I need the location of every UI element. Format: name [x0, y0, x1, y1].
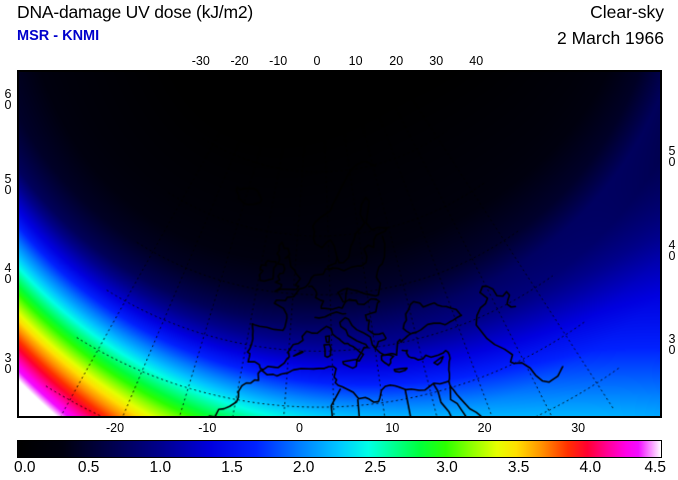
colorbar-gradient [17, 440, 662, 458]
tick-top-neg30: -30 [191, 54, 210, 68]
axis-left: 60 50 40 30 [0, 70, 17, 418]
colorbar-area: 0.0 0.5 1.0 1.5 2.0 2.5 3.0 3.5 4.0 4.5 [14, 440, 666, 478]
map-frame [17, 70, 662, 418]
tick-bottom-10: 10 [385, 421, 400, 435]
colorbar-ticks: 0.0 0.5 1.0 1.5 2.0 2.5 3.0 3.5 4.0 4.5 [14, 459, 666, 478]
axis-top: -30 -20 -10 0 10 20 30 40 [17, 54, 662, 70]
tick-top-10: 10 [348, 54, 363, 68]
tick-top-0: 0 [313, 54, 321, 68]
tick-top-neg10: -10 [269, 54, 288, 68]
tick-left-50: 50 [1, 171, 15, 194]
tick-bottom-neg10: -10 [198, 421, 217, 435]
map-plot-area [17, 70, 662, 418]
colorbar-tick-4p0: 4.0 [579, 459, 602, 476]
uv-dose-heatmap [19, 72, 660, 416]
axis-right: 50 40 30 [662, 70, 678, 418]
date-label: 2 March 1966 [556, 28, 664, 48]
tick-right-30: 30 [665, 331, 678, 354]
tick-bottom-0: 0 [296, 421, 303, 435]
tick-left-40: 40 [1, 260, 15, 283]
tick-top-30: 30 [429, 54, 444, 68]
tick-top-40: 40 [469, 54, 484, 68]
colorbar-tick-0p5: 0.5 [77, 459, 100, 476]
sky-condition-label: Clear-sky [590, 2, 664, 22]
colorbar-tick-3p5: 3.5 [507, 459, 530, 476]
agency-label: MSR - KNMI [17, 28, 100, 44]
axis-bottom: -20 -10 0 10 20 30 [17, 420, 662, 438]
colorbar-tick-4p5: 4.5 [644, 459, 666, 476]
tick-bottom-30: 30 [571, 421, 586, 435]
tick-right-40: 40 [665, 237, 678, 260]
chart-header: DNA-damage UV dose (kJ/m2) MSR - KNMI Cl… [0, 0, 678, 58]
tick-bottom-neg20: -20 [105, 421, 125, 435]
colorbar-tick-1p0: 1.0 [149, 459, 172, 476]
colorbar-tick-2p5: 2.5 [364, 459, 387, 476]
tick-top-20: 20 [389, 54, 404, 68]
colorbar-tick-2p0: 2.0 [292, 459, 315, 476]
colorbar-tick-1p5: 1.5 [221, 459, 243, 476]
colorbar-tick-0p0: 0.0 [14, 459, 36, 476]
colorbar-tick-3p0: 3.0 [436, 459, 458, 476]
tick-right-50: 50 [665, 144, 678, 166]
tick-top-neg20: -20 [230, 54, 249, 68]
page-title: DNA-damage UV dose (kJ/m2) [17, 2, 253, 22]
tick-left-60: 60 [1, 86, 15, 109]
tick-bottom-20: 20 [477, 421, 492, 435]
tick-left-30: 30 [1, 351, 15, 374]
